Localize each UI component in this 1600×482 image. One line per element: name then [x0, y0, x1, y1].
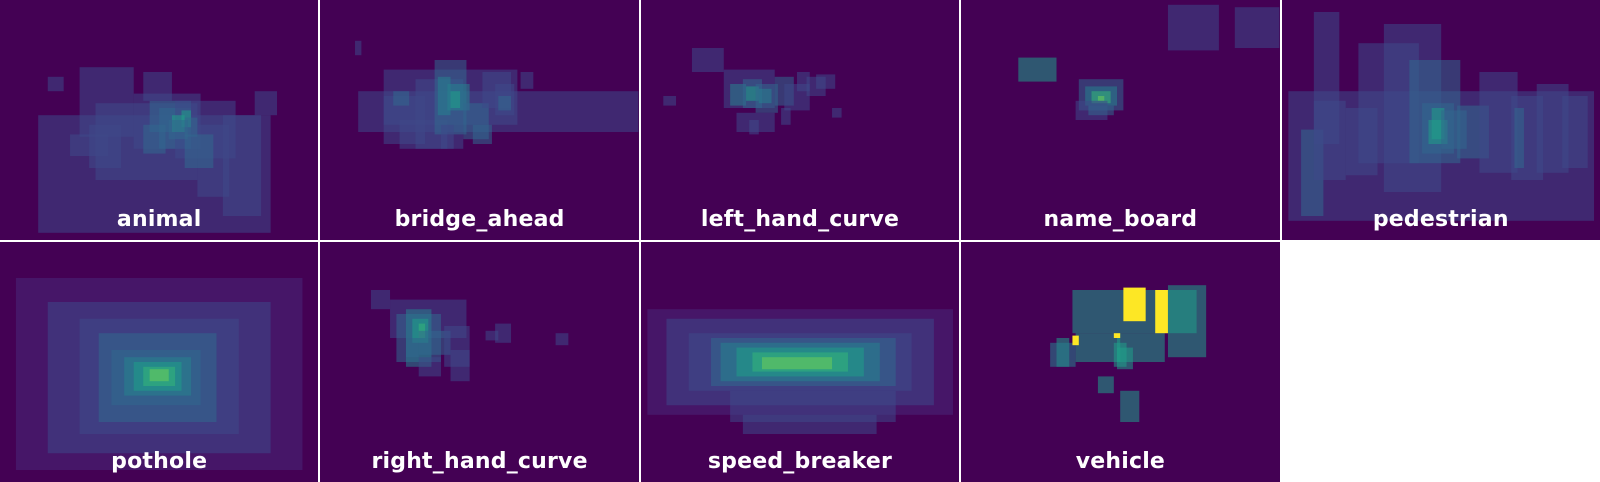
heatmap-box	[495, 323, 512, 343]
heatmap-panel-name_board: name_board	[961, 0, 1280, 240]
heatmap-panel-vehicle: vehicle	[961, 242, 1280, 482]
heatmap-box	[729, 84, 746, 106]
heatmap-box	[663, 96, 676, 106]
heatmap-canvas	[38, 67, 277, 233]
heatmap-box	[143, 124, 166, 154]
heatmap-box	[254, 91, 277, 116]
heatmap-box	[1018, 57, 1057, 82]
heatmap-box	[1098, 376, 1115, 394]
heatmap-box	[485, 330, 499, 341]
heatmap-box	[441, 124, 455, 149]
heatmap-box	[1072, 335, 1079, 346]
heatmap-box	[70, 134, 109, 156]
heatmap-box	[1088, 105, 1115, 116]
panel-label: left_hand_curve	[700, 207, 900, 232]
heatmap-box	[149, 369, 169, 382]
heatmap-box	[1155, 290, 1169, 334]
heatmap-canvas	[663, 48, 842, 135]
heatmap-box	[184, 117, 198, 137]
heatmap-canvas	[647, 309, 953, 434]
panel-label: vehicle	[1075, 449, 1166, 474]
heatmap-box	[691, 48, 724, 72]
heatmap-box	[742, 414, 877, 434]
heatmap-box	[749, 120, 759, 135]
heatmap-box	[1075, 333, 1121, 362]
heatmap-panel-left_hand_curve: left_hand_curve	[640, 0, 960, 240]
heatmap-box	[780, 108, 791, 125]
heatmap-box	[1123, 287, 1146, 322]
heatmap-panel-right_hand_curve: right_hand_curve	[320, 242, 639, 482]
heatmap-panel-animal: animal	[0, 0, 319, 240]
heatmap-box	[1120, 390, 1140, 422]
heatmap-box	[555, 333, 569, 346]
heatmap-panel-bridge_ahead: bridge_ahead	[320, 0, 639, 240]
panel-label: animal	[116, 207, 202, 232]
heatmap-canvas	[1018, 4, 1280, 120]
heatmap-box	[473, 124, 493, 144]
heatmap-box	[831, 108, 842, 118]
heatmap-panel-speed_breaker: speed_breaker	[640, 242, 960, 482]
panel-label: speed_breaker	[707, 449, 893, 474]
panel-label: pedestrian	[1372, 207, 1509, 232]
heatmap-box	[758, 88, 772, 104]
heatmap-canvas	[1287, 12, 1594, 221]
heatmap-box	[1050, 342, 1076, 367]
heatmap-box	[371, 290, 391, 310]
panel-label: pothole	[111, 449, 208, 474]
heatmap-box	[761, 357, 832, 370]
heatmap-box	[184, 134, 214, 168]
heatmap-box	[419, 357, 442, 377]
heatmap-box	[1098, 96, 1105, 101]
heatmap-box	[1117, 347, 1134, 370]
heatmap-canvas	[15, 278, 303, 470]
heatmap-box	[222, 115, 262, 216]
heatmap-box	[1561, 96, 1588, 168]
heatmap-box	[1114, 333, 1121, 338]
heatmap-box	[1235, 7, 1280, 48]
heatmap-canvas	[371, 290, 569, 382]
heatmap-panel-pothole: pothole	[0, 242, 319, 482]
heatmap-box	[498, 96, 512, 111]
heatmap-canvas	[1050, 285, 1207, 422]
panel-label: name_board	[1043, 207, 1198, 232]
heatmap-box	[47, 76, 64, 92]
heatmap-box	[406, 338, 420, 358]
panel-label: right_hand_curve	[371, 449, 588, 474]
heatmap-box	[355, 40, 362, 56]
heatmap-canvas	[355, 40, 639, 149]
heatmap-box	[168, 120, 188, 140]
heatmap-box	[450, 91, 461, 108]
heatmap-box	[1168, 4, 1220, 51]
heatmap-box	[393, 91, 410, 106]
heatmap-box	[143, 72, 172, 101]
heatmap-box	[520, 72, 534, 89]
panel-label: bridge_ahead	[394, 207, 565, 232]
heatmap-panel-pedestrian: pedestrian	[1281, 0, 1600, 240]
heatmap-box	[419, 323, 426, 338]
heatmap-box	[1313, 12, 1339, 144]
heatmap-box	[1514, 108, 1524, 168]
heatmap-box	[1168, 285, 1207, 358]
heatmap-box	[815, 74, 836, 89]
heatmap-box	[450, 350, 471, 382]
